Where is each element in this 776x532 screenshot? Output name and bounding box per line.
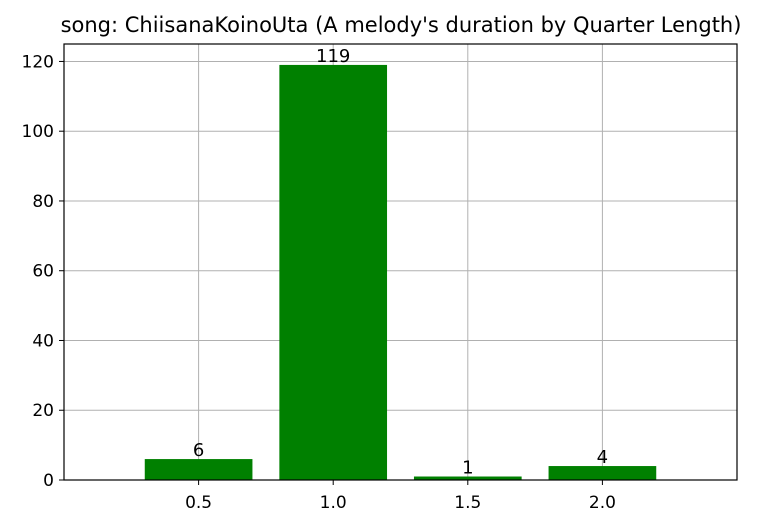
chart-title: song: ChiisanaKoinoUta (A melody's durat… (61, 13, 742, 37)
plot-frame (63, 43, 738, 481)
bar (413, 476, 522, 480)
y-tick-label: 0 (43, 471, 54, 491)
x-tick-label: 1.0 (320, 493, 347, 513)
bar (548, 466, 657, 480)
bar-value-label: 4 (597, 447, 608, 468)
y-tick-label: 60 (32, 262, 54, 282)
bars (144, 64, 657, 480)
y-tick-label: 80 (32, 192, 54, 212)
y-tick-label: 40 (32, 331, 54, 351)
y-tick-label: 120 (22, 52, 54, 72)
data-labels: 6 119 1 4 (193, 46, 608, 479)
y-tick-label: 20 (32, 401, 54, 421)
axes: 0 20 40 60 80 100 120 0.5 1.0 1.5 2.0 (22, 52, 616, 513)
bar (279, 64, 388, 480)
x-tick-label: 2.0 (589, 493, 616, 513)
bar-value-label: 119 (316, 46, 350, 67)
y-tick-label: 100 (22, 122, 54, 142)
x-tick-label: 0.5 (185, 493, 212, 513)
bar (144, 459, 253, 480)
x-tick-label: 1.5 (454, 493, 481, 513)
bar-value-label: 1 (462, 458, 473, 479)
bar-value-label: 6 (193, 440, 204, 461)
grid-lines (64, 44, 737, 481)
